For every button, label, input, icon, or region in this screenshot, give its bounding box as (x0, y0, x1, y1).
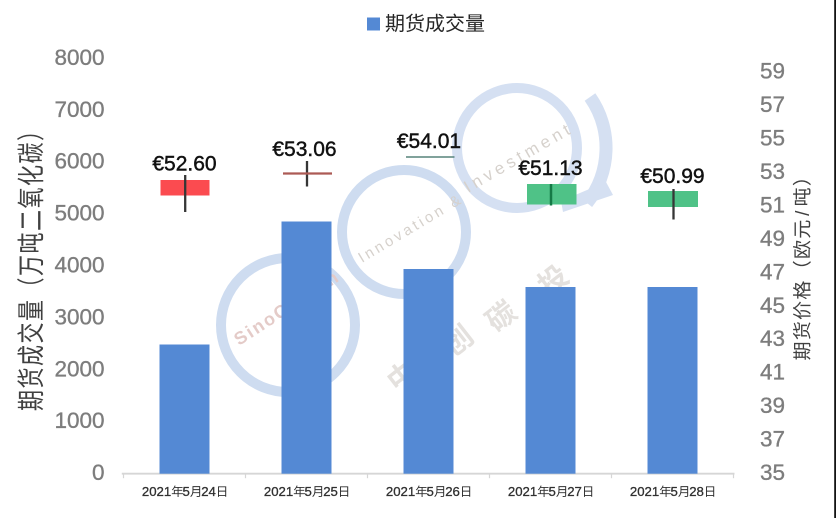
svg-text:€50.99: €50.99 (640, 165, 704, 188)
svg-text:28: 28 (689, 484, 704, 499)
svg-text:55: 55 (760, 126, 785, 151)
svg-text:4000: 4000 (54, 253, 104, 278)
svg-text:37: 37 (760, 427, 785, 452)
svg-text:0: 0 (92, 460, 105, 485)
svg-text:€54.01: €54.01 (397, 130, 461, 153)
svg-text:49: 49 (760, 226, 785, 251)
svg-text:53: 53 (760, 159, 785, 184)
svg-text:7000: 7000 (54, 97, 104, 122)
svg-text:5: 5 (427, 484, 434, 499)
svg-text:2021: 2021 (264, 484, 293, 499)
svg-text:6000: 6000 (54, 149, 104, 174)
svg-text:5: 5 (305, 484, 312, 499)
svg-text:€53.06: €53.06 (272, 138, 336, 161)
svg-text:5000: 5000 (54, 201, 104, 226)
svg-text:47: 47 (760, 259, 785, 284)
svg-text:45: 45 (760, 293, 785, 318)
svg-text:5: 5 (549, 484, 556, 499)
svg-text:59: 59 (760, 59, 785, 84)
svg-text:41: 41 (760, 360, 785, 385)
svg-text:3000: 3000 (54, 304, 104, 329)
svg-text:51: 51 (760, 193, 785, 218)
svg-text:2021: 2021 (508, 484, 537, 499)
svg-text:5: 5 (671, 484, 678, 499)
svg-text:€52.60: €52.60 (152, 153, 216, 176)
svg-text:24: 24 (201, 484, 216, 499)
svg-text:35: 35 (760, 460, 785, 485)
svg-text:1000: 1000 (54, 408, 104, 433)
svg-text:39: 39 (760, 393, 785, 418)
svg-text:2021: 2021 (630, 484, 659, 499)
svg-text:27: 27 (567, 484, 582, 499)
svg-text:25: 25 (323, 484, 338, 499)
svg-text:26: 26 (445, 484, 460, 499)
svg-text:€51.13: €51.13 (518, 157, 582, 180)
svg-text:2021: 2021 (386, 484, 415, 499)
svg-text:2021: 2021 (142, 484, 171, 499)
svg-text:/: / (793, 210, 814, 216)
svg-text:8000: 8000 (54, 45, 104, 70)
svg-text:43: 43 (760, 326, 785, 351)
svg-text:5: 5 (183, 484, 190, 499)
svg-text:57: 57 (760, 92, 785, 117)
svg-text:2000: 2000 (54, 356, 104, 381)
